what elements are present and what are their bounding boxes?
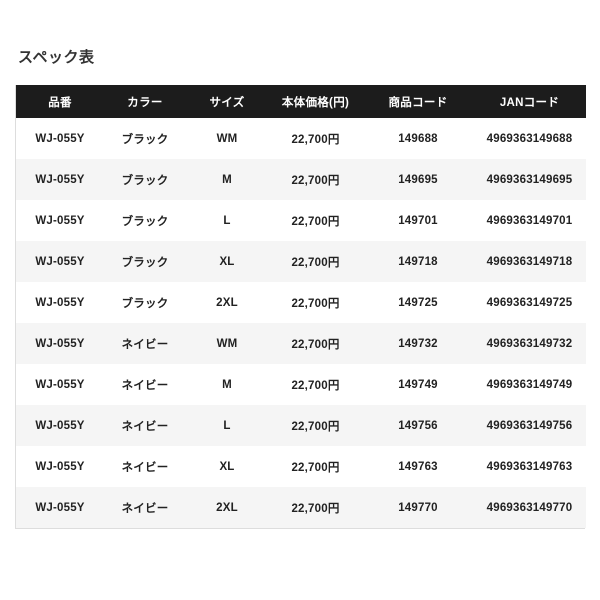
column-header-size: サイズ [186,85,268,118]
cell-size: M [222,378,232,391]
cell-color: ブラック [121,297,169,310]
cell-model: WJ-055Y [35,173,85,186]
table-row: WJ-055Y ブラック 2XL 22,700円 149725 49693631… [16,282,586,323]
cell-jan-code: 4969363149688 [486,132,573,145]
table-header: 品番 カラー サイズ 本体価格(円) 商品コード JANコード [16,85,586,118]
cell-item-code: 149725 [398,296,438,309]
cell-item-code: 149701 [398,214,438,227]
cell-model: WJ-055Y [35,214,85,227]
cell-model: WJ-055Y [35,501,85,514]
cell-color: ネイビー [121,338,169,351]
cell-jan-code: 4969363149701 [486,214,573,227]
cell-item-code: 149695 [398,173,438,186]
cell-size: XL [219,255,235,268]
page-title: スペック表 [18,49,95,66]
spec-table-container: 品番 カラー サイズ 本体価格(円) 商品コード JANコード WJ-055Y … [15,85,586,529]
spec-table: 品番 カラー サイズ 本体価格(円) 商品コード JANコード WJ-055Y … [16,85,586,528]
cell-item-code: 149732 [398,337,438,350]
cell-item-code: 149756 [398,419,438,432]
cell-size: 2XL [216,296,238,309]
cell-jan-code: 4969363149763 [486,460,573,473]
cell-size: M [222,173,232,186]
cell-color: ブラック [121,215,169,228]
cell-jan-code: 4969363149725 [486,296,573,309]
column-header-price: 本体価格(円) [268,85,363,118]
cell-size: L [223,214,231,227]
cell-price: 22,700円 [291,297,340,310]
cell-jan-code: 4969363149695 [486,173,573,186]
table-row: WJ-055Y ブラック M 22,700円 149695 4969363149… [16,159,586,200]
cell-color: ネイビー [121,502,169,515]
cell-jan-code: 4969363149756 [486,419,573,432]
cell-price: 22,700円 [291,420,340,433]
column-header-color: カラー [104,85,186,118]
cell-price: 22,700円 [291,502,340,515]
cell-jan-code: 4969363149718 [486,255,573,268]
table-row: WJ-055Y ネイビー M 22,700円 149749 4969363149… [16,364,586,405]
cell-price: 22,700円 [291,338,340,351]
table-row: WJ-055Y ブラック WM 22,700円 149688 496936314… [16,118,586,159]
cell-jan-code: 4969363149732 [486,337,573,350]
cell-model: WJ-055Y [35,460,85,473]
cell-color: ブラック [121,256,169,269]
cell-price: 22,700円 [291,133,340,146]
cell-color: ブラック [121,174,169,187]
cell-size: 2XL [216,501,238,514]
cell-item-code: 149749 [398,378,438,391]
table-body: WJ-055Y ブラック WM 22,700円 149688 496936314… [16,118,586,528]
cell-size: XL [219,460,235,473]
table-header-row: 品番 カラー サイズ 本体価格(円) 商品コード JANコード [16,85,586,118]
cell-model: WJ-055Y [35,255,85,268]
cell-model: WJ-055Y [35,296,85,309]
cell-price: 22,700円 [291,174,340,187]
table-row: WJ-055Y ブラック L 22,700円 149701 4969363149… [16,200,586,241]
cell-item-code: 149763 [398,460,438,473]
cell-color: ネイビー [121,461,169,474]
column-header-model: 品番 [16,85,104,118]
table-row: WJ-055Y ネイビー WM 22,700円 149732 496936314… [16,323,586,364]
cell-price: 22,700円 [291,215,340,228]
cell-price: 22,700円 [291,461,340,474]
cell-model: WJ-055Y [35,419,85,432]
cell-color: ブラック [121,133,169,146]
cell-size: WM [216,337,238,350]
cell-price: 22,700円 [291,379,340,392]
cell-jan-code: 4969363149749 [486,378,573,391]
table-row: WJ-055Y ネイビー 2XL 22,700円 149770 49693631… [16,487,586,528]
table-row: WJ-055Y ネイビー XL 22,700円 149763 496936314… [16,446,586,487]
cell-model: WJ-055Y [35,132,85,145]
cell-item-code: 149688 [398,132,438,145]
table-row: WJ-055Y ブラック XL 22,700円 149718 496936314… [16,241,586,282]
cell-size: WM [216,132,238,145]
cell-size: L [223,419,231,432]
column-header-item-code: 商品コード [363,85,473,118]
cell-item-code: 149770 [398,501,438,514]
cell-price: 22,700円 [291,256,340,269]
cell-color: ネイビー [121,420,169,433]
cell-item-code: 149718 [398,255,438,268]
table-row: WJ-055Y ネイビー L 22,700円 149756 4969363149… [16,405,586,446]
cell-color: ネイビー [121,379,169,392]
column-header-jan-code: JANコード [473,85,586,118]
cell-model: WJ-055Y [35,378,85,391]
cell-jan-code: 4969363149770 [486,501,573,514]
cell-model: WJ-055Y [35,337,85,350]
